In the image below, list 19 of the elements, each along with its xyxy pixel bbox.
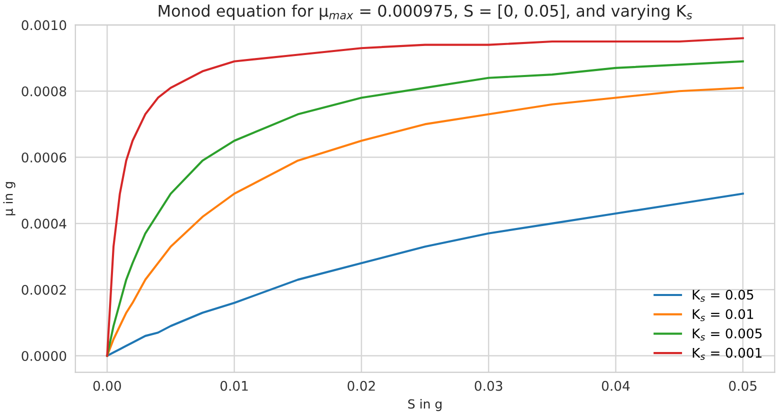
y-tick-label: 0.0002 <box>22 284 66 295</box>
x-tick-label: 0.03 <box>474 380 502 391</box>
legend-label: K$_{s}$ = 0.001 <box>692 348 762 360</box>
y-tick-label: 0.0006 <box>22 152 66 162</box>
x-tick-label: 0.05 <box>729 380 756 391</box>
legend-label: K$_{s}$ = 0.005 <box>692 328 762 341</box>
x-tick-label: 0.00 <box>93 380 121 391</box>
y-tick-label: 0.0004 <box>22 218 66 229</box>
legend-label: K$_{s}$ = 0.01 <box>692 309 754 322</box>
legend-label: K$_{s}$ = 0.05 <box>692 290 754 302</box>
chart-title: Monod equation for μ$_{max}$ = 0.000975, S = [0, 0.05], and varying K$_{s}$ <box>158 4 692 20</box>
y-tick-label: 0.0008 <box>22 86 66 96</box>
x-tick-label: 0.02 <box>348 380 375 391</box>
y-tick-label: 0.0010 <box>22 20 66 30</box>
x-axis-title: S in g <box>408 398 442 412</box>
x-tick-label: 0.04 <box>602 380 630 391</box>
y-axis-title: μ in g <box>3 182 16 216</box>
y-tick-label: 0.0000 <box>22 351 66 361</box>
x-tick-label: 0.01 <box>220 380 248 391</box>
